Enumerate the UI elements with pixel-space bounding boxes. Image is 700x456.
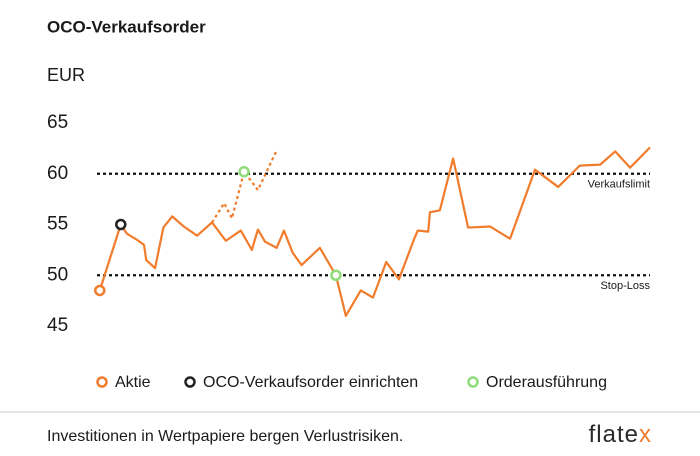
legend-marker bbox=[184, 376, 196, 388]
legend-label: OCO-Verkaufsorder einrichten bbox=[203, 374, 418, 391]
y-tick-label: 65 bbox=[47, 112, 68, 133]
logo: flatex bbox=[589, 421, 652, 448]
reference-label: Verkaufslimit bbox=[588, 179, 650, 191]
reference-label: Stop-Loss bbox=[600, 280, 650, 292]
legend-marker bbox=[96, 376, 108, 388]
price-line bbox=[98, 146, 651, 317]
logo-main: flate bbox=[589, 421, 639, 448]
marker bbox=[238, 165, 250, 178]
legend-label: Orderausführung bbox=[486, 374, 607, 391]
marker bbox=[94, 284, 106, 297]
marker bbox=[330, 269, 342, 281]
legend-marker bbox=[467, 376, 479, 388]
chart-title: OCO-Verkaufsorder bbox=[47, 17, 206, 36]
marker bbox=[115, 218, 127, 231]
y-tick-label: 45 bbox=[47, 315, 68, 336]
y-tick-label: 50 bbox=[47, 264, 68, 285]
footer-text: Investitionen in Wertpapiere bergen Verl… bbox=[47, 428, 403, 445]
y-tick-label: 60 bbox=[47, 163, 68, 184]
dashed-line bbox=[211, 150, 278, 224]
logo-accent: x bbox=[639, 421, 652, 448]
legend-label: Aktie bbox=[115, 374, 151, 391]
y-axis-label: EUR bbox=[47, 65, 85, 85]
y-tick-label: 55 bbox=[47, 214, 68, 235]
